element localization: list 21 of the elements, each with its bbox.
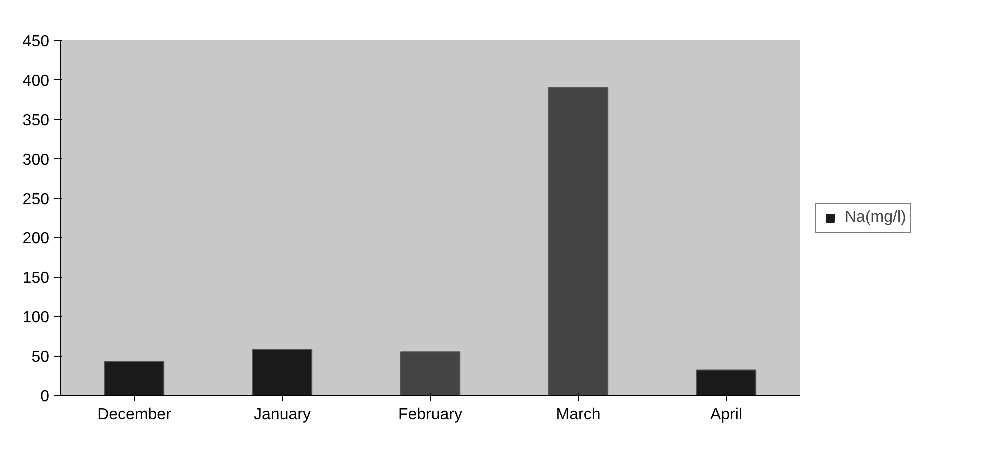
bar: [400, 352, 461, 396]
x-tick-label: April: [710, 406, 743, 424]
legend-label: Na(mg/l): [845, 208, 906, 226]
y-tick-label: 400: [22, 72, 50, 90]
y-tick-label: 200: [22, 230, 50, 248]
y-tick-label: 450: [22, 34, 50, 50]
bar: [104, 361, 165, 396]
x-tick-label: March: [556, 406, 601, 424]
x-tick-label: February: [398, 406, 463, 424]
y-tick-label: 100: [22, 310, 50, 327]
y-tick-label: 300: [22, 152, 50, 169]
y-tick-label: 250: [22, 191, 50, 208]
y-tick-label: 150: [22, 270, 50, 288]
y-tick-label: 0: [40, 388, 50, 406]
y-tick-label: 350: [22, 112, 50, 130]
bar: [548, 87, 609, 396]
bar: [696, 370, 757, 396]
x-tick-label: December: [98, 406, 172, 424]
x-tick-label: January: [254, 406, 311, 424]
bar: [252, 349, 313, 396]
y-tick-label: 50: [32, 349, 50, 366]
